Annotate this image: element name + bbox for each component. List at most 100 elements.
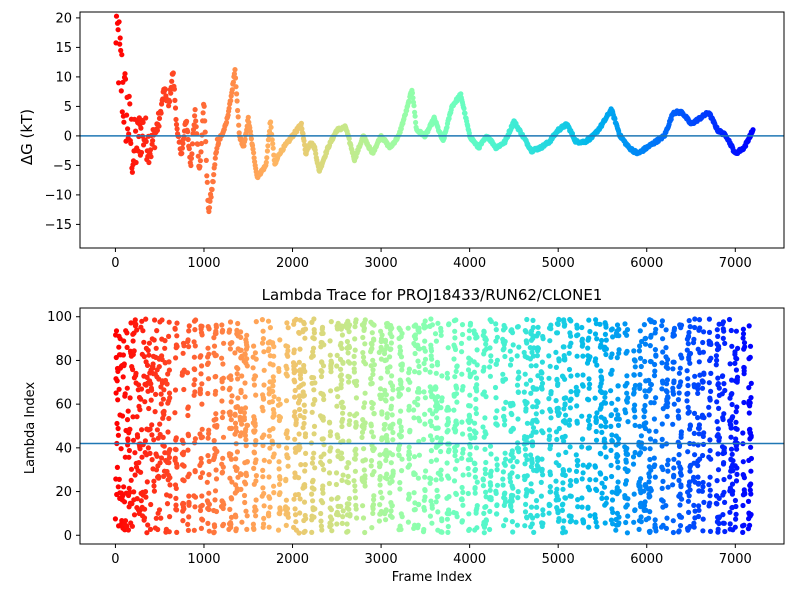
lambda-point <box>167 475 173 481</box>
lambda-point <box>527 377 534 383</box>
lambda-point <box>164 381 170 387</box>
lambda-point <box>144 479 150 485</box>
lambda-point <box>411 407 417 413</box>
lambda-point <box>695 463 701 469</box>
lambda-point <box>695 390 701 396</box>
lambda-point <box>521 349 527 356</box>
lambda-point <box>352 456 358 462</box>
lambda-point <box>206 427 212 433</box>
lambda-point <box>346 379 352 385</box>
lambda-point <box>632 402 638 408</box>
lambda-point <box>451 478 458 484</box>
lambda-point <box>166 390 173 396</box>
lambda-point <box>540 430 546 436</box>
lambda-point <box>303 450 309 456</box>
lambda-point <box>580 520 587 526</box>
lambda-point <box>369 405 375 411</box>
lambda-point <box>653 395 659 401</box>
lambda-point <box>162 338 168 344</box>
lambda-point <box>428 476 434 482</box>
lambda-point <box>598 423 604 429</box>
lambda-point <box>298 369 304 375</box>
lambda-point <box>535 464 541 470</box>
lambda-point <box>340 404 346 411</box>
lambda-point <box>311 316 317 322</box>
lambda-trace-title: Lambda Trace for PROJ18433/RUN62/CLONE1 <box>262 286 603 304</box>
lambda-point <box>319 369 325 375</box>
lambda-point <box>197 507 204 514</box>
lambda-point <box>340 508 346 514</box>
lambda-point <box>141 339 147 345</box>
x-tick-label: 0 <box>111 552 119 567</box>
lambda-point <box>716 385 722 391</box>
lambda-point <box>185 337 191 343</box>
lambda-point <box>253 513 259 519</box>
lambda-point <box>126 454 132 460</box>
delta-g-point <box>264 155 270 161</box>
lambda-point <box>594 487 600 493</box>
lambda-point <box>320 500 326 506</box>
lambda-point <box>115 432 121 438</box>
lambda-point <box>580 470 586 476</box>
lambda-point <box>362 483 368 489</box>
lambda-point <box>384 343 390 349</box>
lambda-point <box>616 514 622 520</box>
lambda-point <box>353 506 359 512</box>
lambda-point <box>260 474 266 480</box>
lambda-point <box>301 499 308 505</box>
lambda-point <box>251 465 257 471</box>
delta-g-point <box>150 138 156 144</box>
lambda-point <box>139 318 145 324</box>
lambda-point <box>500 469 506 475</box>
lambda-point <box>346 506 352 512</box>
lambda-point <box>579 504 585 510</box>
lambda-point <box>235 366 241 372</box>
lambda-point <box>579 495 585 501</box>
lambda-point <box>277 490 283 496</box>
delta-g-point <box>750 127 756 133</box>
lambda-point <box>399 385 405 391</box>
lambda-point <box>158 401 164 407</box>
lambda-point <box>509 508 515 514</box>
x-tick-label: 4000 <box>453 552 486 567</box>
lambda-point <box>664 389 670 395</box>
lambda-point <box>328 369 334 375</box>
lambda-point <box>707 474 713 480</box>
lambda-point <box>271 483 277 489</box>
lambda-point <box>346 374 352 380</box>
lambda-point <box>429 520 435 526</box>
lambda-point <box>244 422 251 428</box>
lambda-point <box>310 498 316 504</box>
lambda-point <box>708 370 714 376</box>
lambda-point <box>647 493 653 499</box>
lambda-point <box>126 447 132 454</box>
lambda-point <box>139 427 145 433</box>
lambda-point <box>641 488 647 494</box>
lambda-point <box>371 411 377 417</box>
lambda-point <box>399 514 405 520</box>
lambda-point <box>716 345 722 352</box>
delta-g-point <box>213 149 219 155</box>
lambda-point <box>473 406 479 412</box>
lambda-point <box>473 410 479 417</box>
lambda-point <box>568 482 574 488</box>
lambda-point <box>131 489 137 495</box>
lambda-point <box>405 519 411 525</box>
lambda-point <box>192 366 198 373</box>
delta-g-point <box>229 87 235 93</box>
lambda-point <box>460 489 466 495</box>
lambda-point <box>261 432 267 438</box>
lambda-point <box>211 529 217 535</box>
lambda-point <box>741 340 748 346</box>
lambda-point <box>534 353 541 359</box>
lambda-point <box>378 336 385 342</box>
lambda-point <box>641 414 647 420</box>
lambda-point <box>184 370 191 376</box>
delta-g-point <box>212 162 218 168</box>
lambda-point <box>573 519 579 525</box>
lambda-point <box>438 467 444 473</box>
lambda-point <box>155 526 161 533</box>
lambda-point <box>637 382 643 388</box>
lambda-point <box>114 378 120 384</box>
lambda-point <box>437 472 444 478</box>
